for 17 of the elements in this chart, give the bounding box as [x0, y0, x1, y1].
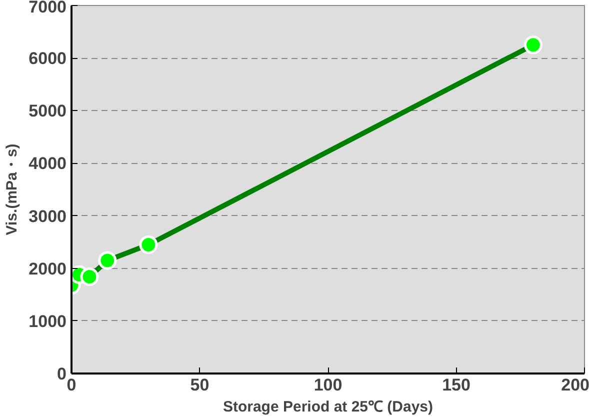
- point: [524, 36, 542, 54]
- x-tick-label: 100: [314, 376, 342, 394]
- x-tick-label: 200: [561, 376, 589, 394]
- y-tick-label: 4000: [28, 154, 67, 174]
- x-tick-label: 50: [190, 376, 210, 394]
- y-tick-label: 3000: [28, 206, 67, 226]
- point: [139, 235, 158, 254]
- x-tick-label: 150: [442, 376, 470, 394]
- y-tick-label: 5000: [28, 102, 67, 121]
- y-tick-label: 7000: [28, 0, 67, 16]
- point: [98, 251, 117, 270]
- point: [80, 268, 99, 286]
- x-axis-title: Storage Period at 25℃ (Days): [222, 398, 434, 416]
- y-tick-label: 1000: [28, 312, 67, 331]
- y-tick-label: 2000: [28, 259, 67, 278]
- y-axis-title: Vis.(mPa・s): [4, 144, 21, 236]
- y-tick-label: 6000: [28, 49, 67, 68]
